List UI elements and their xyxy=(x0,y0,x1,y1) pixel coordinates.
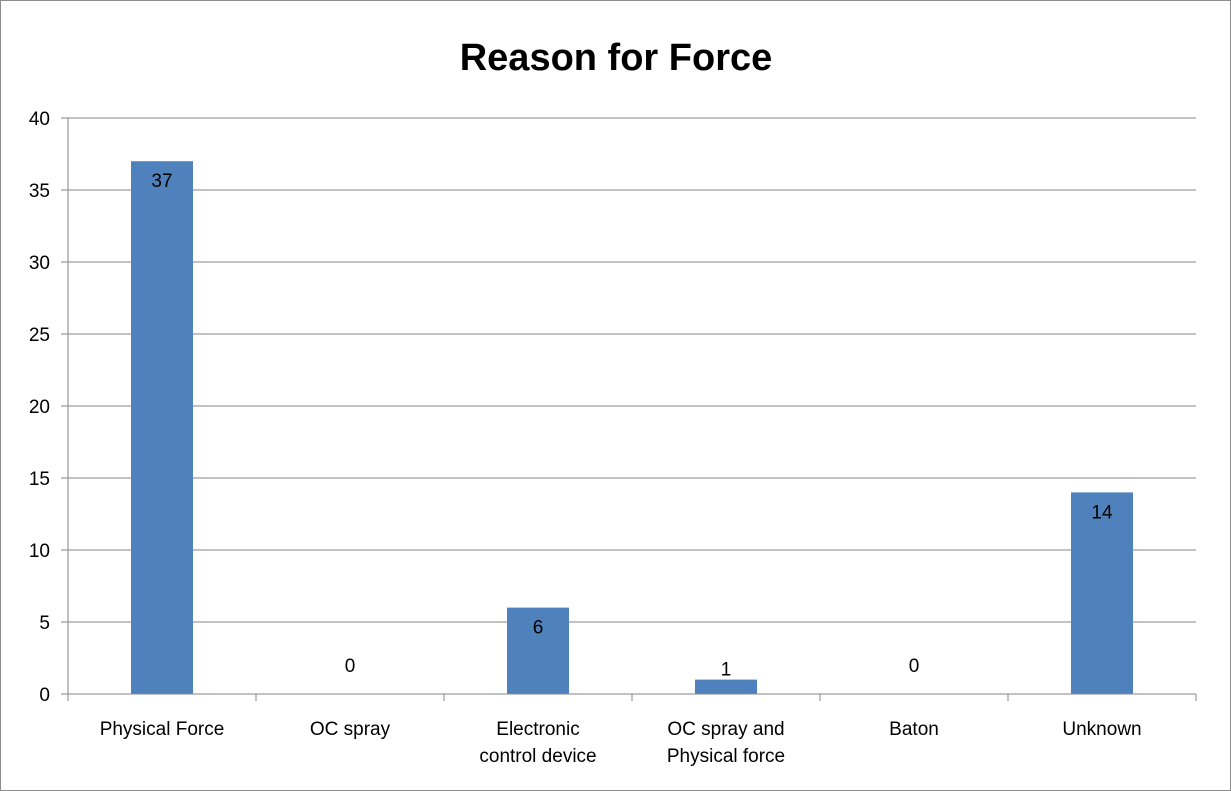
y-tick-label: 15 xyxy=(29,469,50,490)
bar xyxy=(695,679,757,694)
y-tick-label: 10 xyxy=(29,541,50,562)
x-tick-label: OC spray and xyxy=(667,719,784,740)
x-tick-label: control device xyxy=(479,746,596,767)
bar xyxy=(131,161,193,694)
data-label: 0 xyxy=(909,656,920,677)
y-tick-label: 25 xyxy=(29,325,50,346)
x-tick-label: Baton xyxy=(889,719,939,740)
x-tick-label: OC spray xyxy=(310,719,391,740)
data-label: 0 xyxy=(345,656,356,677)
data-label: 37 xyxy=(151,171,172,192)
y-tick-label: 0 xyxy=(39,685,50,706)
y-tick-label: 30 xyxy=(29,253,50,274)
y-tick-label: 40 xyxy=(29,109,50,130)
axes xyxy=(61,117,1197,701)
bar xyxy=(1071,492,1133,694)
x-tick-label: Physical force xyxy=(667,746,785,767)
data-label: 1 xyxy=(721,660,732,681)
data-label: 6 xyxy=(533,618,544,639)
y-tick-label: 5 xyxy=(39,613,50,634)
gridlines xyxy=(68,117,1196,623)
x-tick-label: Physical Force xyxy=(100,719,225,740)
y-tick-label: 20 xyxy=(29,397,50,418)
y-tick-label: 35 xyxy=(29,181,50,202)
x-tick-label: Unknown xyxy=(1062,719,1141,740)
chart-title: Reason for Force xyxy=(460,37,773,79)
x-tick-label: Electronic xyxy=(496,719,579,740)
bar xyxy=(507,607,569,694)
data-label: 14 xyxy=(1091,502,1113,523)
bars xyxy=(131,161,1133,694)
